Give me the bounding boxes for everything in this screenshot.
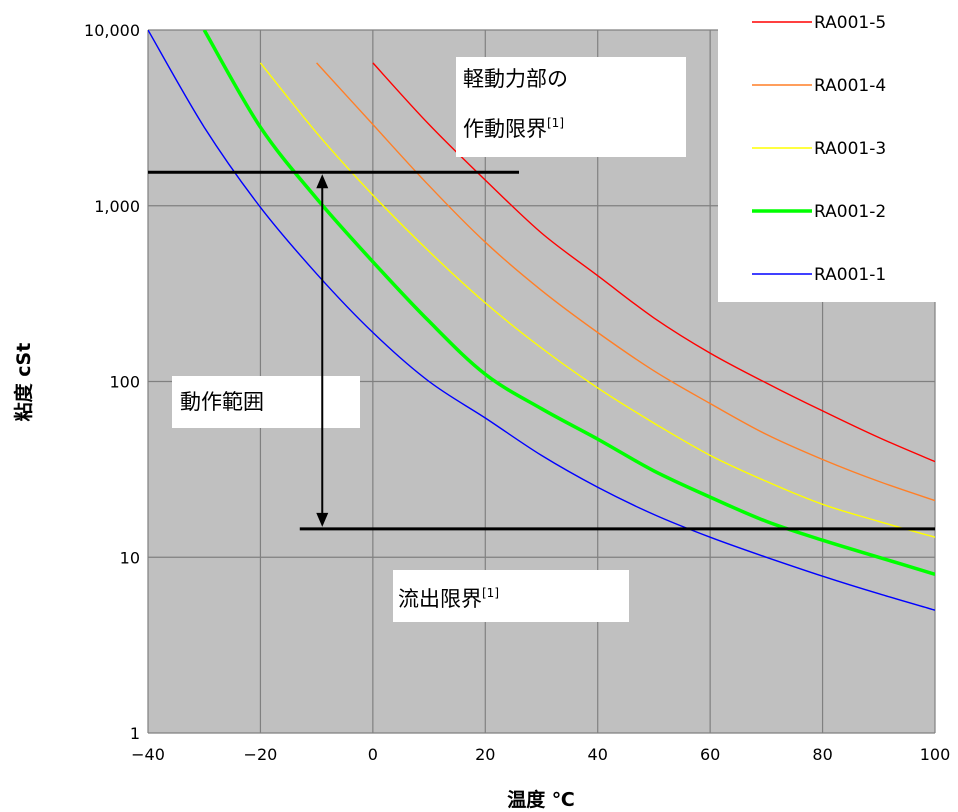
legend: RA001-5 RA001-4 RA001-3 RA001-2 RA001-1: [718, 0, 940, 302]
y-tick-labels: 1 10 100 1,000 10,000: [84, 21, 140, 743]
range-arrow: [316, 174, 329, 527]
y-tick-label-2: 100: [109, 373, 140, 392]
x-tick-label-7: 100: [920, 745, 951, 764]
legend-label-ra001-2: RA001-2: [814, 202, 886, 222]
legend-label-ra001-5: RA001-5: [814, 13, 886, 33]
lower-annotation-main: 流出限界: [398, 587, 482, 611]
x-tick-label-0: −40: [131, 745, 165, 764]
series-line-ra001-3: [259, 62, 935, 538]
y-tick-label-3: 1,000: [94, 197, 140, 216]
upper-annotation-line2: 作動限界[1]: [463, 116, 564, 141]
lower-annotation: 流出限界[1]: [393, 570, 629, 622]
series-line-ra001-4: [316, 62, 935, 502]
legend-box: [718, 0, 940, 302]
middle-annotation-box: [172, 376, 360, 428]
x-tick-labels: −40 −20 0 20 40 60 80 100: [131, 745, 950, 764]
upper-annotation-main: 作動限界: [463, 117, 547, 141]
y-tick-label-4: 10,000: [84, 21, 140, 40]
range-arrow-head-up: [316, 174, 329, 189]
series-line-ra001-1: [148, 30, 935, 611]
range-arrow-head-down: [316, 512, 329, 527]
x-tick-label-1: −20: [244, 745, 278, 764]
legend-label-ra001-3: RA001-3: [814, 139, 886, 159]
lower-annotation-box: [393, 570, 629, 622]
x-tick-label-2: 0: [368, 745, 378, 764]
upper-annotation: 軽動力部の 作動限界[1]: [456, 57, 686, 157]
y-tick-label-0: 1: [130, 724, 140, 743]
middle-annotation: 動作範囲: [172, 376, 360, 428]
x-tick-label-6: 80: [812, 745, 832, 764]
upper-annotation-sup: [1]: [547, 116, 564, 130]
y-axis-title: 粘度 cSt: [12, 343, 35, 422]
lower-annotation-text: 流出限界[1]: [398, 586, 499, 611]
y-tick-label-1: 10: [120, 548, 140, 567]
upper-annotation-line1: 軽動力部の: [463, 67, 568, 91]
x-tick-label-5: 60: [700, 745, 720, 764]
legend-label-ra001-1: RA001-1: [814, 265, 886, 285]
middle-annotation-text: 動作範囲: [180, 390, 264, 414]
x-tick-label-4: 40: [588, 745, 608, 764]
x-tick-label-3: 20: [475, 745, 495, 764]
legend-label-ra001-4: RA001-4: [814, 76, 886, 96]
x-axis-title: 温度 ℃: [507, 788, 575, 811]
lower-annotation-sup: [1]: [482, 586, 499, 600]
upper-annotation-box: [456, 57, 686, 157]
reference-lines: [148, 170, 935, 531]
series-line-ra001-2: [202, 30, 935, 576]
